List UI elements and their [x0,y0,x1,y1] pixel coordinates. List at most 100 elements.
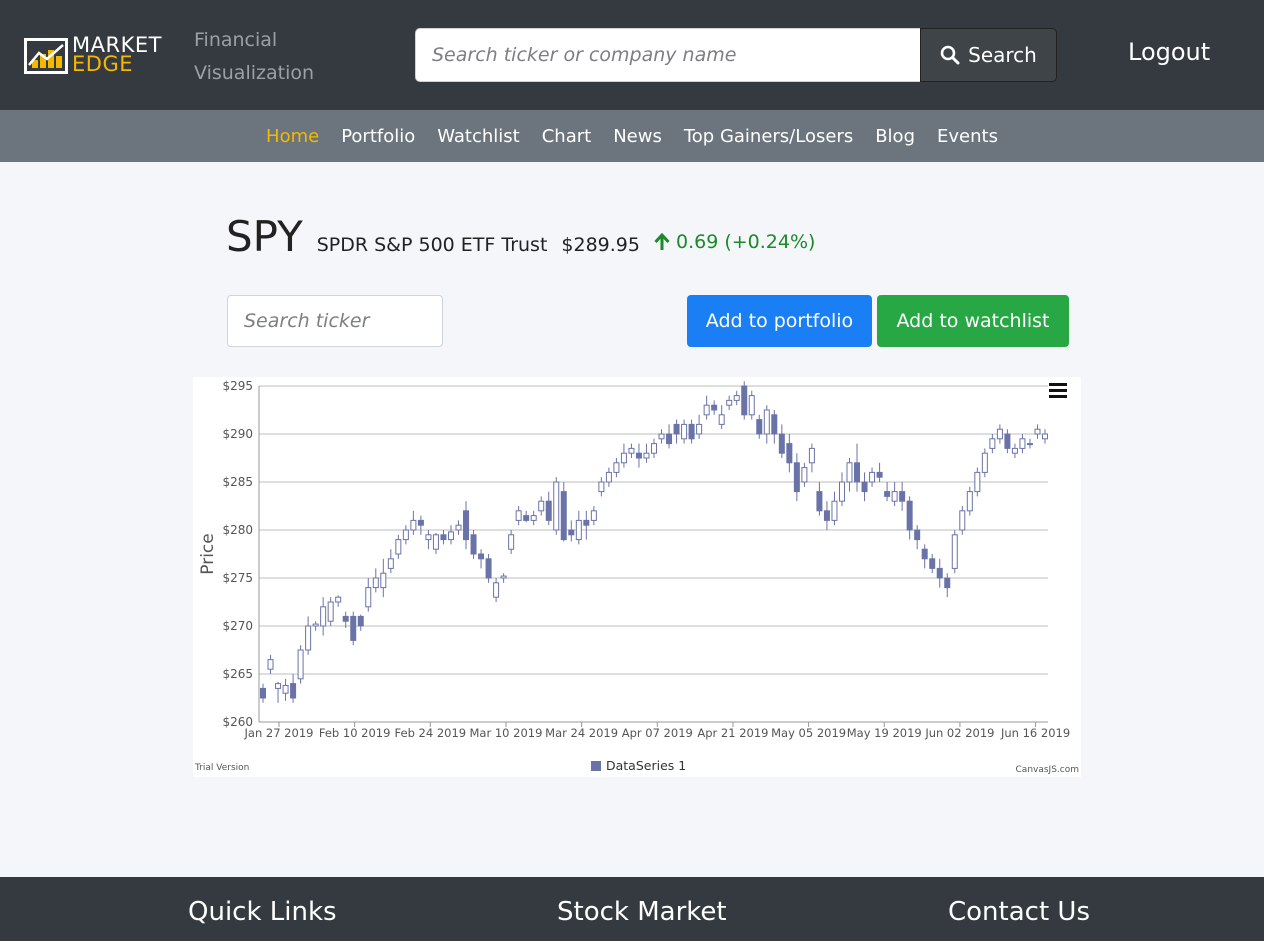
candle-body [733,395,740,401]
candle-body [688,423,695,440]
candle-body [410,519,417,531]
logout-link[interactable]: Logout [1128,38,1211,66]
nav-item-portfolio[interactable]: Portfolio [341,125,416,147]
chart-credit-label[interactable]: CanvasJS.com [1015,765,1079,775]
candle-body [703,404,710,416]
candle-body [906,500,913,531]
candle-body [854,462,861,483]
search-button[interactable]: Search [920,28,1057,82]
candle-body [357,615,364,627]
candle-body [996,428,1003,440]
candle-body [1011,447,1018,454]
add-to-watchlist-button[interactable]: Add to watchlist [877,295,1069,347]
x-tick-label: Jun 02 2019 [924,726,994,740]
site-subtitle: Financial Visualization [194,24,314,90]
candle-body [628,447,635,454]
candle-body [711,404,718,411]
header-search-input[interactable] [415,28,921,82]
candle-body [891,491,898,502]
search-button-label: Search [968,43,1037,67]
x-tick-label: May 19 2019 [847,726,922,740]
nav-item-chart[interactable]: Chart [541,125,592,147]
candle-body [936,567,943,579]
ticker-company-name: SPDR S&P 500 ETF Trust [316,234,548,256]
candle-body [417,519,424,526]
candlestick-chart-svg: $260 $265 $270 $275 $280 $285 $290 $295 Price Jan… [198,379,1070,773]
logo-text-edge: EDGE [72,52,133,76]
candle-body [312,623,319,627]
candle-body [365,587,372,608]
candle-body [598,481,605,493]
candle-body [899,491,906,502]
x-tick-label: Feb 10 2019 [319,726,391,740]
candle-body [530,515,537,521]
candle-body [966,491,973,512]
add-to-portfolio-button[interactable]: Add to portfolio [687,295,872,347]
y-tick-label: $265 [222,667,253,681]
candle-body [1004,433,1011,449]
ticker-price: $289.95 [561,234,640,256]
candle-body [485,558,492,579]
x-tick-label: Mar 10 2019 [470,726,543,740]
candle-body [876,471,883,478]
x-tick-label: Apr 21 2019 [697,726,768,740]
candle-body [1026,443,1033,446]
candle-body [666,433,673,445]
ticker-search-input[interactable] [227,295,443,347]
candle-body [651,443,657,454]
candle-body [267,659,274,670]
candle-body [560,491,567,541]
top-header: MARKET EDGE Financial Visualization Sear… [0,0,1264,110]
candle-body [726,399,733,406]
nav-item-news[interactable]: News [613,125,662,147]
candle-body [763,409,770,435]
nav-item-home[interactable]: Home [266,125,320,147]
brand-logo[interactable]: MARKET EDGE [24,33,174,76]
y-tick-label: $275 [222,571,253,585]
y-tick-label: $280 [222,523,253,537]
candle-body [884,491,891,497]
candle-body [658,433,665,440]
candle-body [613,462,620,473]
candle-body [696,423,703,435]
header-search: Search [415,28,1057,82]
candle-body [590,510,597,521]
candle-body [846,462,853,483]
nav-item-blog[interactable]: Blog [875,125,915,147]
candle-body [342,615,349,622]
y-tick-label: $290 [222,427,253,441]
candle-body [801,467,808,483]
nav-item-watchlist[interactable]: Watchlist [437,125,520,147]
candle-body [297,649,304,680]
candle-body [974,471,981,493]
nav-item-top-gainers-losers[interactable]: Top Gainers/Losers [683,125,854,147]
candle-body [320,606,327,627]
candle-body [756,419,763,435]
footer-contact-us-heading: Contact Us [948,897,1090,927]
chart-menu-icon[interactable] [1049,383,1067,399]
candle-body [816,491,823,512]
logo-text-market: MARKET [72,33,162,57]
candle-body [432,534,439,550]
y-tick-label: $295 [222,379,253,393]
x-tick-label: Jan 27 2019 [244,726,314,740]
candle-body [786,443,793,464]
candle-body [831,500,838,521]
candle-body [583,519,590,526]
candle-body [545,500,552,521]
candle-body [861,481,868,493]
nav-item-events[interactable]: Events [937,125,998,147]
candle-body [929,558,936,569]
candle-body [500,575,507,579]
candle-body [643,452,650,459]
subtitle-line2: Visualization [194,62,315,84]
price-chart: $260 $265 $270 $275 $280 $285 $290 $295 Price Jan… [193,377,1081,777]
logo-text: MARKET EDGE [72,33,162,76]
candle-body [620,452,627,464]
candle-body [748,395,755,416]
candle-body [778,433,785,454]
candle-body [402,529,409,541]
candle-body [553,481,560,531]
candle-body [1019,438,1026,449]
page-footer: Quick Links Stock Market Contact Us [0,877,1264,941]
